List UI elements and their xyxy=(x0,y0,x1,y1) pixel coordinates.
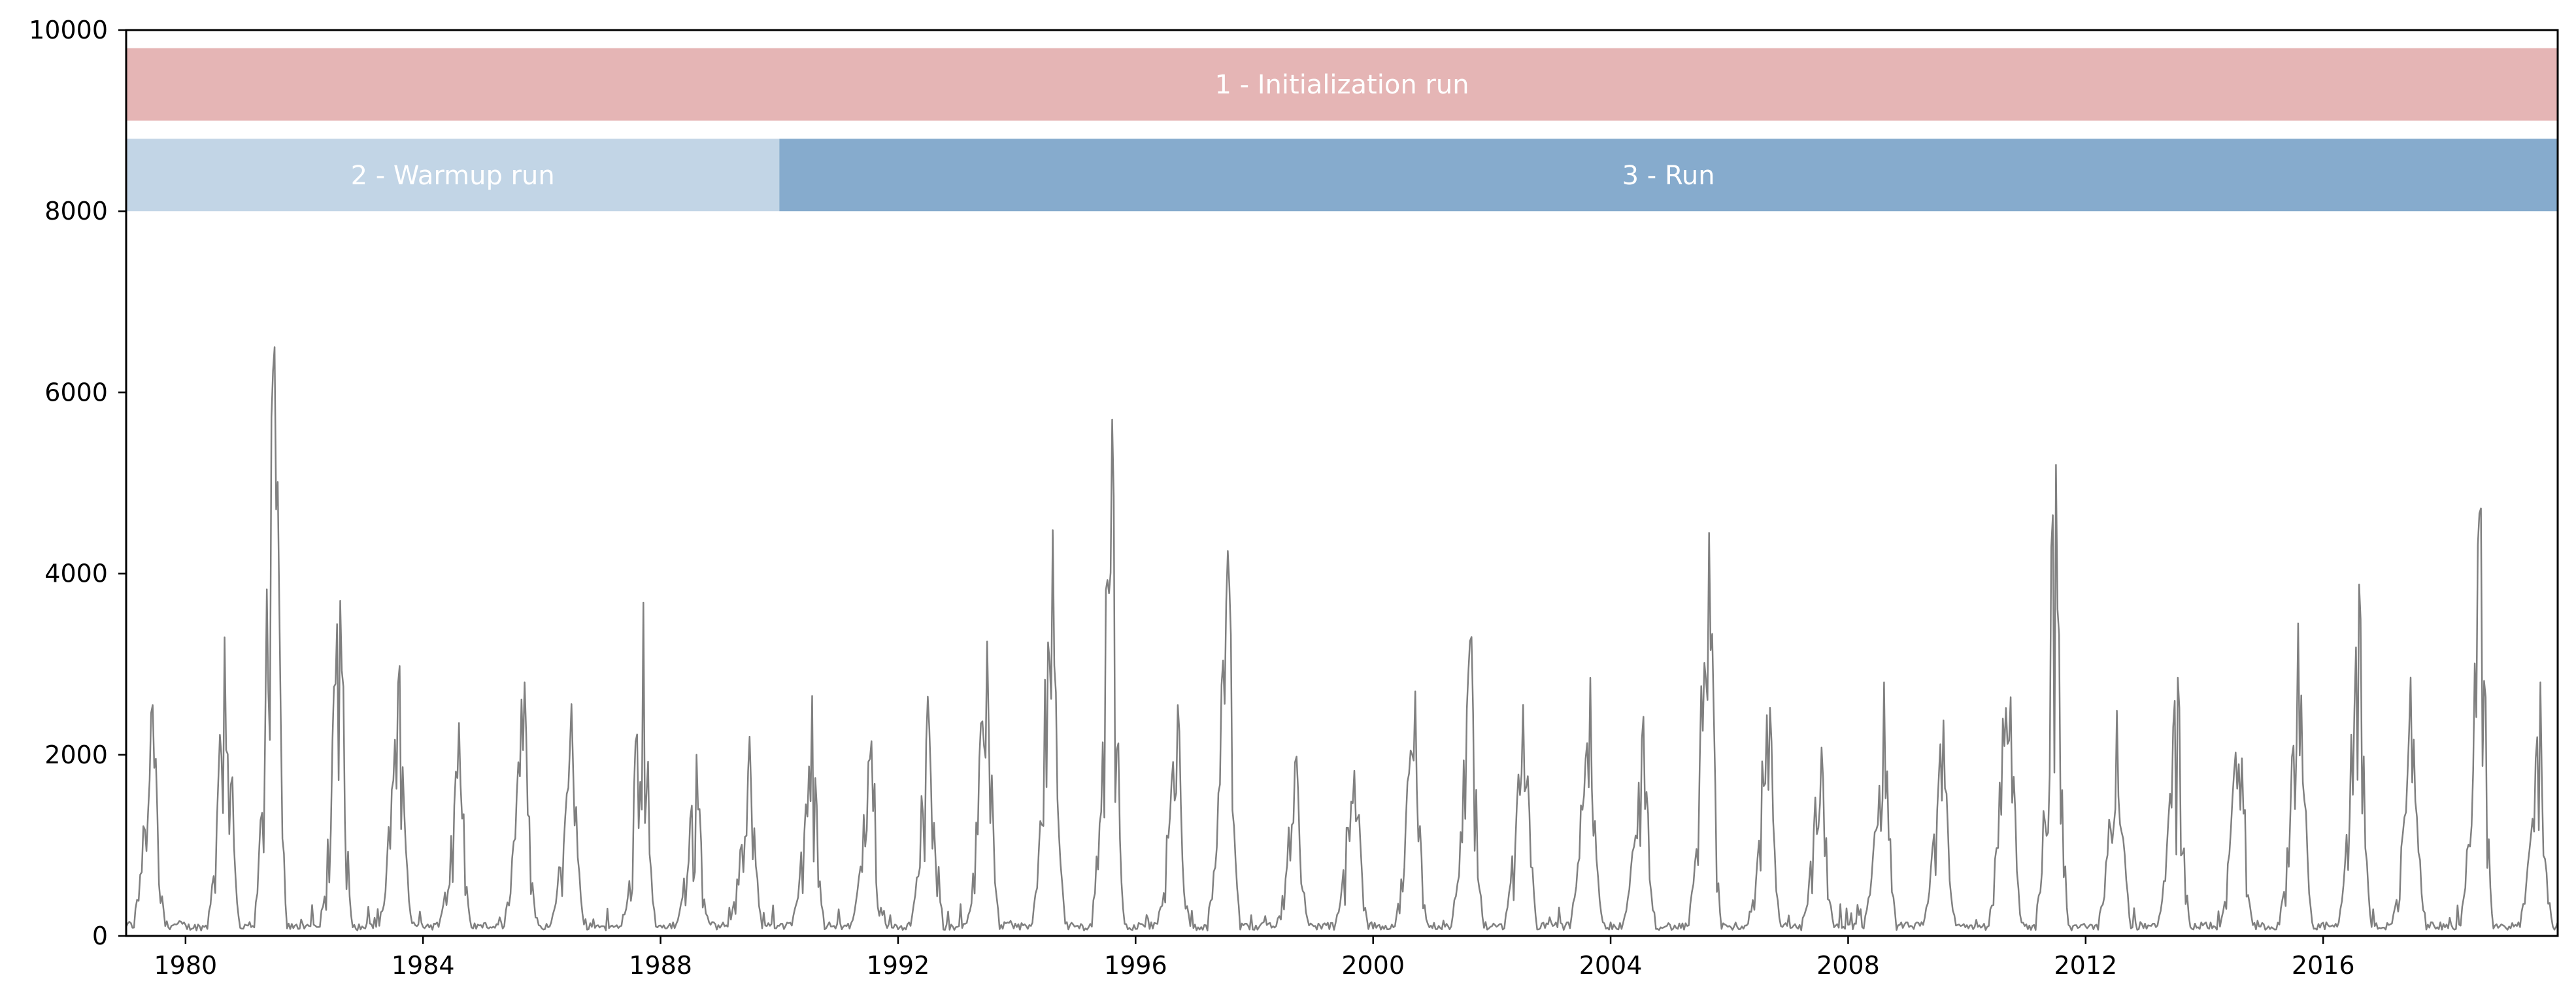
band-rect-3 xyxy=(779,139,2558,212)
x-tick-label-1988: 1988 xyxy=(629,951,692,980)
band-label-1: 1 - Initialization run xyxy=(1214,70,1469,100)
bands-layer: 1 - Initialization run 2 - Warmup run 3 - … xyxy=(126,48,2558,212)
y-tick-label-2000: 2000 xyxy=(44,741,108,769)
band-label-3: 3 - Run xyxy=(1622,161,1715,191)
x-tick-label-1980: 1980 xyxy=(154,951,217,980)
y-tick-label-10000: 10000 xyxy=(29,16,108,44)
y-tick-label-4000: 4000 xyxy=(44,559,108,588)
x-tick-label-1984: 1984 xyxy=(392,951,455,980)
band-rect-2 xyxy=(126,139,780,212)
y-tick-label-8000: 8000 xyxy=(44,197,108,225)
axes-layer: 1980 1984 1988 1992 1996 2000 2004 2008 2012 2016… xyxy=(29,16,2559,980)
x-tick-label-1992: 1992 xyxy=(867,951,930,980)
x-tick-label-2012: 2012 xyxy=(2054,951,2117,980)
x-tick-label-2008: 2008 xyxy=(1816,951,1880,980)
x-tick-label-2000: 2000 xyxy=(1341,951,1405,980)
series-layer xyxy=(125,346,2558,931)
x-tick-label-1996: 1996 xyxy=(1104,951,1167,980)
x-tick-label-2016: 2016 xyxy=(2292,951,2355,980)
band-rect-1 xyxy=(126,48,2558,121)
x-tick-label-2004: 2004 xyxy=(1579,951,1643,980)
y-tick-label-6000: 6000 xyxy=(44,378,108,407)
band-label-2: 2 - Warmup run xyxy=(351,161,555,191)
series-line-discharge xyxy=(125,346,2558,931)
y-tick-label-0: 0 xyxy=(92,922,108,950)
plot-frame xyxy=(125,29,2559,937)
